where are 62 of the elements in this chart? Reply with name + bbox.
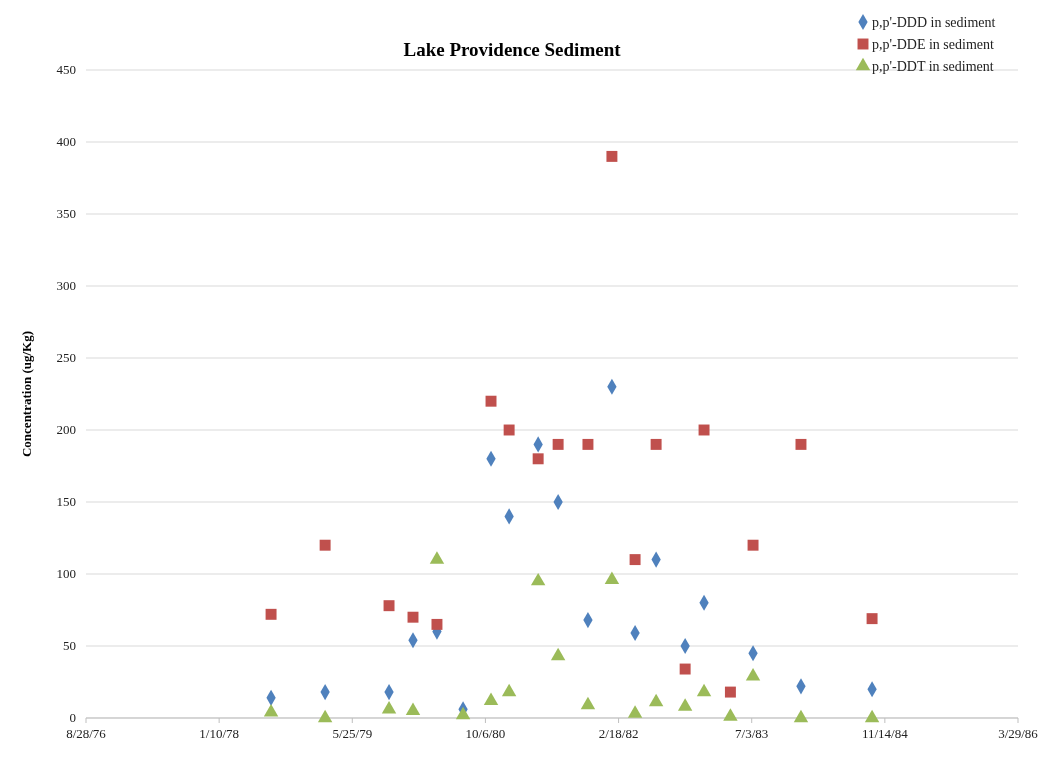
- x-tick-label: 1/10/78: [199, 726, 240, 741]
- point: [793, 709, 809, 723]
- point: [552, 438, 564, 450]
- y-tick-label: 200: [56, 422, 76, 437]
- point: [679, 663, 691, 675]
- x-tick-label: 5/25/79: [332, 726, 373, 741]
- x-tick-label: 7/3/83: [735, 726, 769, 741]
- y-tick-label: 400: [56, 134, 76, 149]
- point: [501, 683, 517, 697]
- point: [650, 438, 662, 450]
- y-tick-label: 250: [56, 350, 76, 365]
- point: [723, 708, 738, 721]
- point: [319, 539, 331, 551]
- point: [530, 572, 546, 586]
- point: [532, 453, 544, 465]
- point: [503, 424, 515, 436]
- point: [866, 613, 878, 625]
- legend-label: p,p'-DDT in sediment: [872, 59, 994, 74]
- point: [795, 438, 807, 450]
- legend-label: p,p'-DDE in sediment: [872, 37, 994, 52]
- point: [407, 611, 419, 623]
- point: [604, 571, 620, 584]
- x-tick-label: 11/14/84: [861, 726, 909, 741]
- y-tick-label: 100: [56, 566, 76, 581]
- y-axis-title: Concentration (ug/Kg): [19, 330, 34, 458]
- point: [429, 551, 445, 564]
- y-tick-label: 150: [56, 494, 76, 509]
- x-tick-label: 8/28/76: [66, 726, 107, 741]
- point: [627, 705, 643, 718]
- point: [724, 686, 736, 698]
- point: [455, 706, 471, 720]
- point: [405, 702, 421, 715]
- point: [381, 701, 397, 714]
- x-tick-label: 3/29/86: [998, 726, 1039, 741]
- point: [265, 608, 277, 620]
- legend-label: p,p'-DDD in sediment: [872, 15, 996, 30]
- y-tick-label: 300: [56, 278, 76, 293]
- y-tick-label: 0: [69, 710, 76, 725]
- point: [580, 696, 596, 710]
- point: [485, 395, 497, 407]
- x-tick-label: 2/18/82: [598, 726, 639, 741]
- point: [745, 667, 761, 681]
- point: [648, 693, 664, 707]
- y-tick-label: 50: [63, 638, 76, 653]
- y-tick-label: 350: [56, 206, 76, 221]
- point: [483, 692, 499, 705]
- x-tick-label: 10/6/80: [465, 726, 506, 741]
- point: [696, 683, 712, 697]
- point: [864, 709, 880, 723]
- point: [747, 539, 759, 551]
- point: [629, 554, 641, 566]
- point: [698, 424, 710, 436]
- point: [263, 703, 279, 717]
- point: [431, 618, 443, 630]
- y-tick-label: 450: [56, 62, 76, 77]
- point: [550, 647, 566, 661]
- chart-title: Lake Providence Sediment: [403, 39, 622, 60]
- point: [582, 438, 594, 450]
- point: [606, 150, 618, 162]
- point: [317, 709, 333, 723]
- point: [383, 600, 395, 612]
- point: [677, 698, 693, 711]
